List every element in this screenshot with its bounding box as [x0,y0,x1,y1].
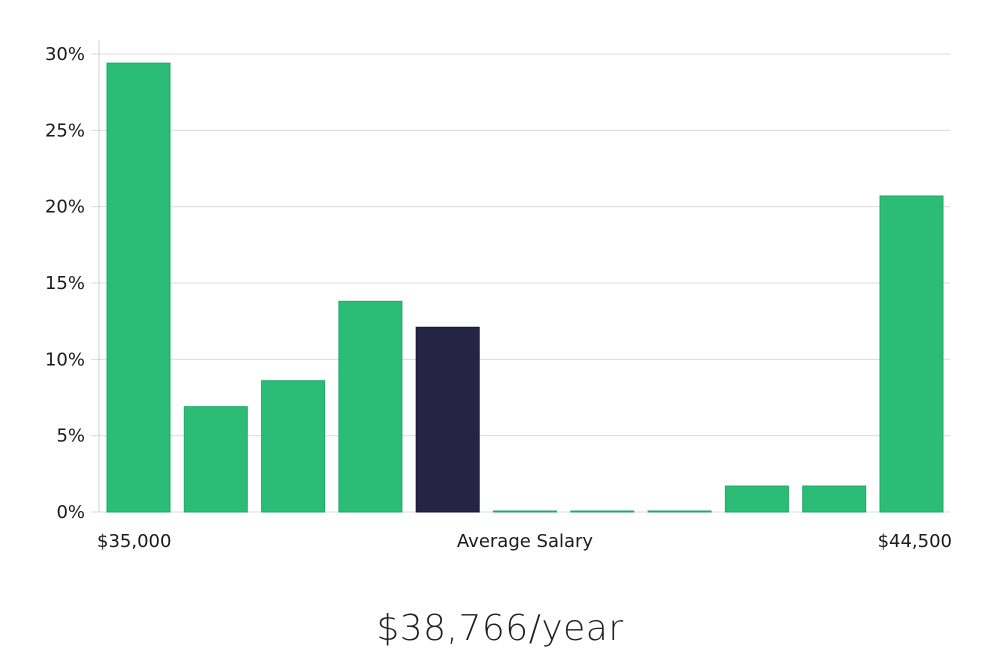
bar [724,485,789,513]
bar [183,406,248,513]
bar [338,300,403,513]
y-tick-label: 30% [45,44,85,65]
bar [493,510,557,513]
bars [106,62,944,513]
y-tick-label: 20% [45,197,85,218]
y-axis-ticks: 0% 5% 10% 15% 20% 25% 30% [45,44,85,523]
y-tick-label: 25% [45,120,85,141]
y-tick-label: 0% [56,502,85,523]
y-tick-label: 10% [45,349,85,370]
average-salary-headline: $38,766/year [376,608,624,649]
bar [570,510,635,513]
y-tick-label: 5% [56,426,85,447]
bar [106,62,171,513]
bar [261,380,326,513]
x-label-average: Average Salary [457,531,594,552]
bar-average-bucket [415,326,480,513]
bar [647,510,712,513]
y-tick-label: 15% [45,273,85,294]
x-label-min: $35,000 [97,531,171,552]
bar [802,485,867,513]
bar [879,195,944,513]
x-label-max: $44,500 [878,531,952,552]
x-axis-labels: $35,000 Average Salary $44,500 [97,531,952,552]
